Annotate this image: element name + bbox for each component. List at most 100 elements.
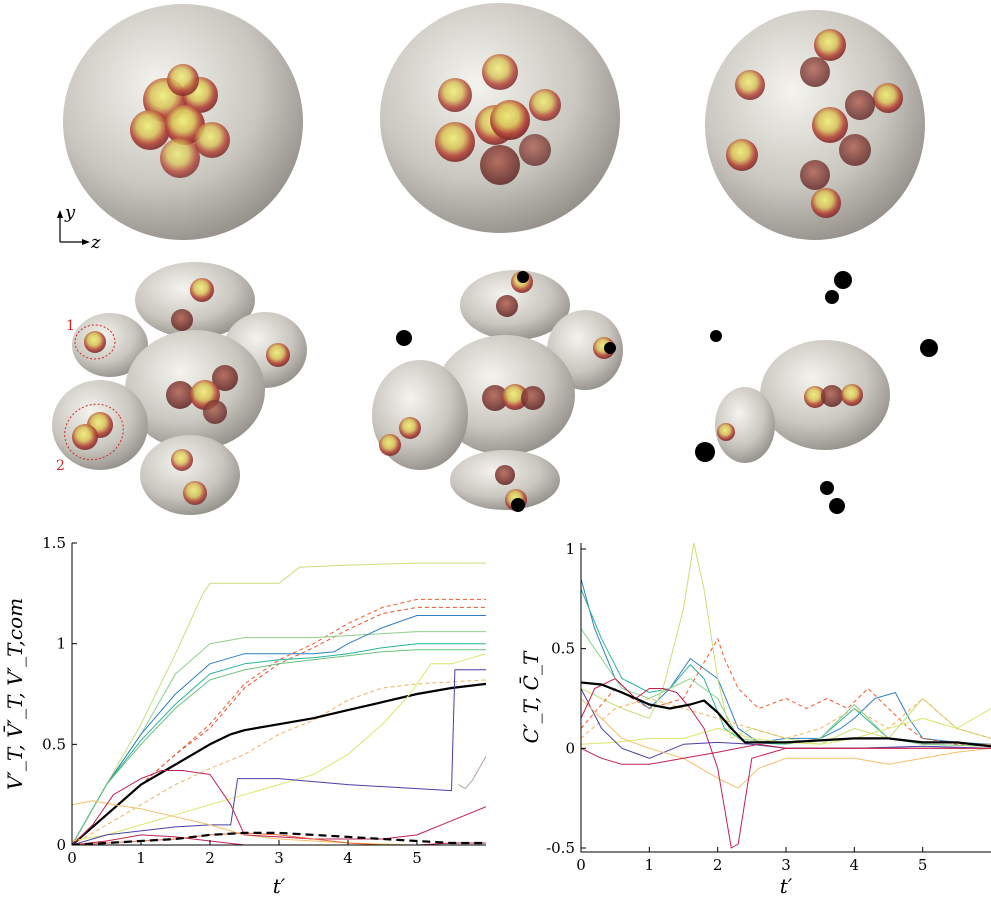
particle bbox=[399, 417, 421, 439]
series-line-5 bbox=[581, 698, 991, 739]
particle bbox=[735, 70, 765, 100]
particle bbox=[171, 449, 193, 471]
y-tick-label: 0 bbox=[56, 836, 66, 854]
marker-ring-2 bbox=[64, 403, 124, 461]
x-axis-label: t′ bbox=[780, 874, 793, 898]
snapshot-6 bbox=[695, 271, 938, 514]
series-line-11 bbox=[458, 756, 486, 790]
series-line-14 bbox=[72, 834, 486, 845]
velocity-chart: 0 1 2 3 4 5 0 0.5 1 1.5 t′ V′_T, V̄′_T, V′_T,com bbox=[2, 534, 486, 898]
y-tick-label: 1 bbox=[565, 540, 575, 558]
series-line-0 bbox=[581, 578, 991, 745]
detached-particle bbox=[820, 481, 834, 495]
particle bbox=[438, 78, 472, 112]
particle bbox=[203, 400, 227, 424]
particle bbox=[529, 89, 561, 121]
particle bbox=[212, 365, 238, 391]
particle bbox=[490, 100, 530, 140]
series-line-8 bbox=[72, 682, 486, 845]
x-tick-label: 3 bbox=[274, 849, 284, 867]
particle bbox=[160, 138, 200, 178]
series-line-2 bbox=[581, 628, 991, 747]
x-tick-label: 1 bbox=[645, 856, 655, 874]
x-tick-label: 3 bbox=[781, 856, 791, 874]
y-axis-label: y bbox=[64, 202, 76, 223]
particle bbox=[183, 481, 207, 505]
series-line-0 bbox=[72, 562, 486, 845]
series-line-10 bbox=[581, 743, 991, 765]
particle bbox=[841, 384, 863, 406]
x-tick-label: 4 bbox=[343, 849, 353, 867]
orientation-axes: y z bbox=[57, 202, 101, 253]
series-line-12 bbox=[72, 800, 486, 845]
particle bbox=[495, 465, 515, 485]
particle bbox=[812, 107, 848, 143]
particle bbox=[482, 54, 518, 90]
particle bbox=[194, 122, 230, 158]
series-line-1 bbox=[581, 588, 991, 747]
series-line-4 bbox=[581, 638, 991, 745]
axis-lines bbox=[580, 543, 991, 853]
particle bbox=[502, 384, 528, 410]
detached-particle bbox=[710, 330, 722, 342]
y-axis-label: V′_T, V̄′_T, V′_T,com bbox=[2, 598, 27, 790]
series-line-13 bbox=[72, 770, 486, 845]
particle bbox=[190, 278, 214, 302]
series-line-7 bbox=[72, 679, 486, 845]
series-line-10 bbox=[72, 669, 486, 845]
marker-label-2: 2 bbox=[56, 458, 65, 474]
y-tick-label: 0.5 bbox=[551, 640, 575, 658]
snapshot-5 bbox=[372, 270, 623, 512]
series-line-9 bbox=[72, 653, 486, 842]
detached-particle bbox=[396, 330, 412, 346]
particle bbox=[496, 295, 518, 317]
particle bbox=[166, 381, 194, 409]
detached-particle bbox=[834, 271, 852, 289]
detached-particle bbox=[829, 498, 845, 514]
particle bbox=[379, 434, 401, 456]
particle bbox=[726, 139, 758, 171]
detached-particle bbox=[825, 290, 839, 304]
particle bbox=[521, 386, 545, 410]
snapshot-2 bbox=[380, 3, 620, 233]
series-line-4 bbox=[72, 615, 486, 845]
series-line-5 bbox=[72, 643, 486, 845]
x-tick-label: 5 bbox=[918, 856, 928, 874]
particle bbox=[130, 110, 170, 150]
detached-particle bbox=[511, 498, 525, 512]
axis-lines bbox=[71, 543, 486, 846]
detached-particle bbox=[604, 342, 616, 354]
particle bbox=[804, 386, 826, 408]
snapshot-1 bbox=[63, 4, 303, 240]
x-axis-label: t′ bbox=[273, 874, 286, 898]
y-tick-label: 1.5 bbox=[42, 534, 66, 552]
y-axis-label: C′_T, C̄_T bbox=[518, 650, 543, 743]
particle bbox=[480, 145, 520, 185]
particle bbox=[72, 424, 98, 450]
marker-label-1: 1 bbox=[66, 318, 75, 334]
particle bbox=[482, 385, 508, 411]
particle bbox=[811, 188, 841, 218]
particle bbox=[171, 309, 193, 331]
y-tick-label: -0.5 bbox=[546, 839, 575, 857]
detached-particle bbox=[695, 442, 715, 462]
series-line-11 bbox=[581, 681, 991, 748]
snapshot-4: 1 2 bbox=[52, 262, 307, 515]
x-tick-label: 2 bbox=[713, 856, 723, 874]
particle bbox=[167, 64, 199, 96]
x-tick-label: 0 bbox=[67, 849, 77, 867]
particle bbox=[845, 90, 875, 120]
x-tick-label: 5 bbox=[412, 849, 422, 867]
series-line-2 bbox=[72, 606, 486, 845]
x-tick-label: 2 bbox=[205, 849, 215, 867]
series-line-8 bbox=[581, 698, 991, 789]
detached-particle bbox=[920, 339, 938, 357]
x-tick-label: 1 bbox=[136, 849, 146, 867]
series-line-7 bbox=[581, 688, 991, 759]
snapshot-3 bbox=[705, 10, 925, 240]
x-tick-label: 0 bbox=[576, 856, 586, 874]
particle bbox=[873, 83, 903, 113]
particle bbox=[717, 423, 735, 441]
marker-ring-1 bbox=[74, 324, 116, 360]
particle bbox=[266, 343, 290, 367]
